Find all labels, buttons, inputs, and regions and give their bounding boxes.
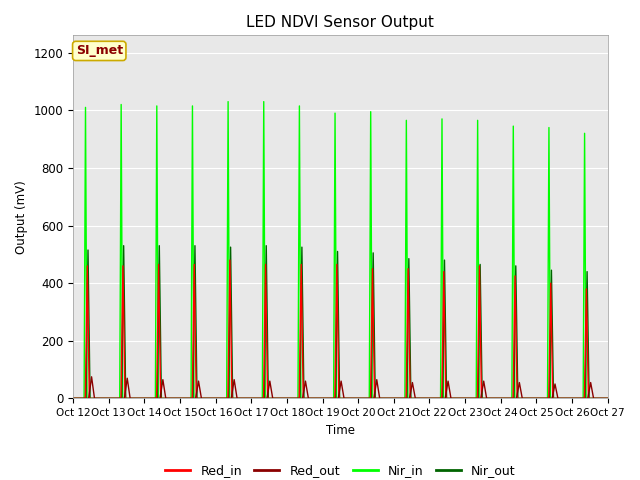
Nir_in — [184, 396, 191, 401]
Red_in — [414, 396, 422, 401]
Red_out — [604, 396, 612, 401]
Red_in — [604, 396, 612, 401]
Nir_out — [184, 396, 191, 401]
Red_in — [490, 396, 498, 401]
Red_in — [269, 396, 277, 401]
Line: Nir_out: Nir_out — [73, 246, 608, 398]
Nir_in — [69, 396, 77, 401]
Line: Red_in: Red_in — [73, 260, 608, 398]
Red_in — [178, 396, 186, 401]
Red_out — [178, 396, 186, 401]
Red_out — [184, 396, 191, 401]
Title: LED NDVI Sensor Output: LED NDVI Sensor Output — [246, 15, 435, 30]
Nir_out — [69, 396, 77, 401]
Red_out — [69, 396, 77, 401]
Red_in — [226, 257, 234, 263]
Text: SI_met: SI_met — [76, 45, 123, 58]
Red_out — [602, 396, 610, 401]
Nir_in — [224, 99, 232, 105]
Red_in — [602, 396, 610, 401]
Red_out — [88, 374, 95, 380]
Nir_out — [602, 396, 610, 401]
Nir_out — [269, 396, 277, 401]
Red_out — [490, 396, 498, 401]
Nir_in — [178, 396, 186, 401]
Red_out — [414, 396, 422, 401]
Nir_in — [414, 396, 422, 401]
Nir_in — [604, 396, 612, 401]
Line: Nir_in: Nir_in — [73, 102, 608, 398]
Y-axis label: Output (mV): Output (mV) — [15, 180, 28, 254]
Nir_out — [414, 396, 422, 401]
Line: Red_out: Red_out — [73, 377, 608, 398]
Nir_in — [269, 396, 277, 401]
Legend: Red_in, Red_out, Nir_in, Nir_out: Red_in, Red_out, Nir_in, Nir_out — [161, 459, 520, 480]
Nir_out — [178, 396, 186, 401]
Nir_out — [490, 396, 498, 401]
Nir_out — [604, 396, 612, 401]
Nir_out — [120, 243, 127, 249]
Red_in — [184, 396, 191, 401]
Red_out — [269, 396, 277, 401]
X-axis label: Time: Time — [326, 424, 355, 437]
Nir_in — [602, 396, 610, 401]
Nir_in — [490, 396, 498, 401]
Red_in — [69, 396, 77, 401]
